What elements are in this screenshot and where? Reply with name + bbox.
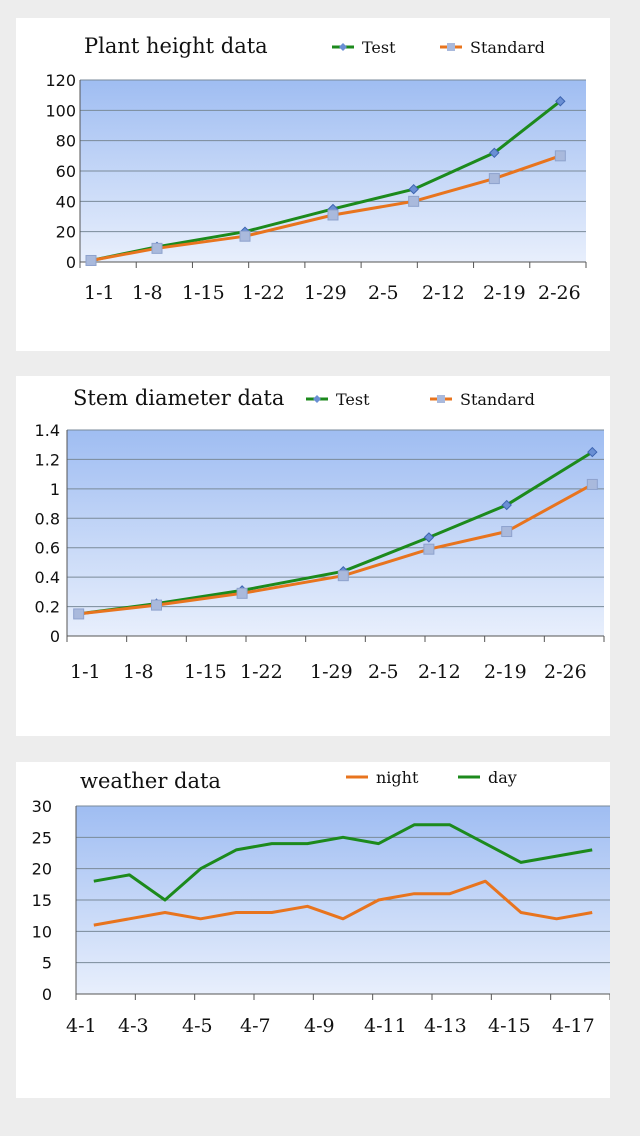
- data-point-standard: [337, 570, 349, 582]
- series-line-day: [93, 823, 593, 902]
- y-tick-label: 20: [32, 860, 52, 879]
- data-point-test: [423, 532, 435, 543]
- y-tick-label: 25: [32, 828, 52, 847]
- x-tick-label: 1-22: [240, 661, 283, 683]
- legend-label: Test: [336, 390, 370, 409]
- chart-title: Plant height data: [84, 34, 268, 58]
- stem-diameter-chart: 0 0.2 0.4 0.6 0.8 1 1.2 1.4 1-1 1-8 1-15 1-22 1-29 2-…: [35, 386, 605, 683]
- x-tick-label: 4-15: [488, 1015, 531, 1037]
- data-point-test: [489, 147, 500, 159]
- data-point-standard: [501, 526, 513, 538]
- data-point-standard: [73, 608, 85, 620]
- x-tick-label: 1-29: [310, 661, 353, 683]
- x-tick-label: 4-5: [182, 1015, 213, 1037]
- data-point-standard: [586, 478, 598, 490]
- x-tick-label: 4-13: [424, 1015, 467, 1037]
- x-tick-label: 1-8: [123, 661, 154, 683]
- x-tick-label: 4-9: [304, 1015, 335, 1037]
- x-tick-label: 2-19: [484, 661, 527, 683]
- x-tick-label: 1-1: [84, 282, 115, 304]
- x-tick-label: 2-26: [544, 661, 587, 683]
- y-tick-label: 0.8: [35, 509, 60, 528]
- y-tick-label: 30: [32, 797, 52, 816]
- data-point-standard: [151, 599, 162, 611]
- legend-label: night: [376, 768, 419, 787]
- x-tick-label: 2-5: [368, 661, 399, 683]
- y-tick-label: 20: [56, 223, 76, 242]
- y-tick-label: 120: [45, 71, 76, 90]
- weather-chart: 0 5 10 15 20 25 30 4-1 4-3 4-5 4-7 4-9 4-11 4-13 4-15 4…: [32, 768, 610, 1037]
- data-point-standard: [488, 173, 500, 185]
- x-tick-label: 1-8: [132, 282, 163, 304]
- x-tick-label: 1-15: [182, 282, 225, 304]
- data-point-standard: [423, 543, 435, 555]
- y-tick-label: 0.4: [35, 568, 60, 587]
- y-tick-label: 40: [56, 192, 76, 211]
- x-tick-label: 1-1: [70, 661, 101, 683]
- y-tick-label: 0: [50, 627, 60, 646]
- x-tick-label: 2-12: [422, 282, 465, 304]
- chart-title: weather data: [80, 769, 221, 793]
- legend-label: Standard: [470, 38, 545, 57]
- data-point-standard: [327, 209, 339, 221]
- y-tick-label: 100: [45, 101, 76, 120]
- weather-chart-panel: 0 5 10 15 20 25 30 4-1 4-3 4-5 4-7 4-9 4-11 4-13 4-15 4…: [16, 762, 610, 1098]
- legend-label: day: [488, 768, 517, 787]
- x-tick-label: 4-17: [552, 1015, 595, 1037]
- data-point-standard: [236, 587, 248, 599]
- x-tick-label: 4-3: [118, 1015, 149, 1037]
- legend-marker: [313, 395, 321, 403]
- y-tick-label: 10: [32, 922, 52, 941]
- data-point-test: [587, 446, 598, 458]
- y-tick-label: 1.4: [35, 421, 60, 440]
- data-point-standard: [554, 150, 566, 162]
- data-point-standard: [408, 195, 420, 207]
- data-point-standard: [239, 230, 251, 242]
- legend-label: Test: [362, 38, 396, 57]
- chart-title: Stem diameter data: [73, 386, 284, 410]
- y-tick-label: 5: [42, 954, 52, 973]
- y-tick-label: 60: [56, 162, 76, 181]
- x-tick-label: 4-11: [364, 1015, 407, 1037]
- x-tick-label: 2-12: [418, 661, 461, 683]
- legend-marker: [447, 43, 455, 51]
- legend-marker: [437, 395, 445, 403]
- y-tick-label: 80: [56, 132, 76, 151]
- x-tick-label: 2-26: [538, 282, 581, 304]
- stem-diameter-chart-panel: 0 0.2 0.4 0.6 0.8 1 1.2 1.4 1-1 1-8 1-15 1-22 1-29 2-…: [16, 376, 610, 736]
- x-tick-label: 2-5: [368, 282, 399, 304]
- x-tick-label: 2-19: [483, 282, 526, 304]
- x-tick-label: 1-29: [304, 282, 347, 304]
- y-tick-label: 0.6: [35, 539, 60, 558]
- plant-height-chart: 0 20 40 60 80 100 120 1-1 1-8 1-15 1-22 1-29 2-5 2-12…: [45, 34, 587, 304]
- plant-height-chart-panel: 0 20 40 60 80 100 120 1-1 1-8 1-15 1-22 1-29 2-5 2-12…: [16, 18, 610, 351]
- x-tick-label: 4-1: [66, 1015, 97, 1037]
- data-point-test: [501, 499, 512, 511]
- data-point-test: [555, 96, 566, 107]
- y-tick-label: 0: [42, 985, 52, 1004]
- x-tick-label: 4-7: [240, 1015, 271, 1037]
- y-tick-label: 1.2: [35, 450, 60, 469]
- y-tick-label: 1: [50, 480, 60, 499]
- legend-marker: [339, 43, 347, 51]
- data-point-standard: [151, 242, 163, 254]
- legend-label: Standard: [460, 390, 535, 409]
- y-tick-label: 0: [66, 253, 76, 272]
- y-tick-label: 15: [32, 891, 52, 910]
- x-tick-label: 1-22: [242, 282, 285, 304]
- data-point-test: [408, 183, 419, 195]
- x-tick-label: 1-15: [184, 661, 227, 683]
- y-tick-label: 0.2: [35, 598, 60, 617]
- series-line-night: [93, 879, 593, 927]
- data-point-standard: [85, 254, 97, 266]
